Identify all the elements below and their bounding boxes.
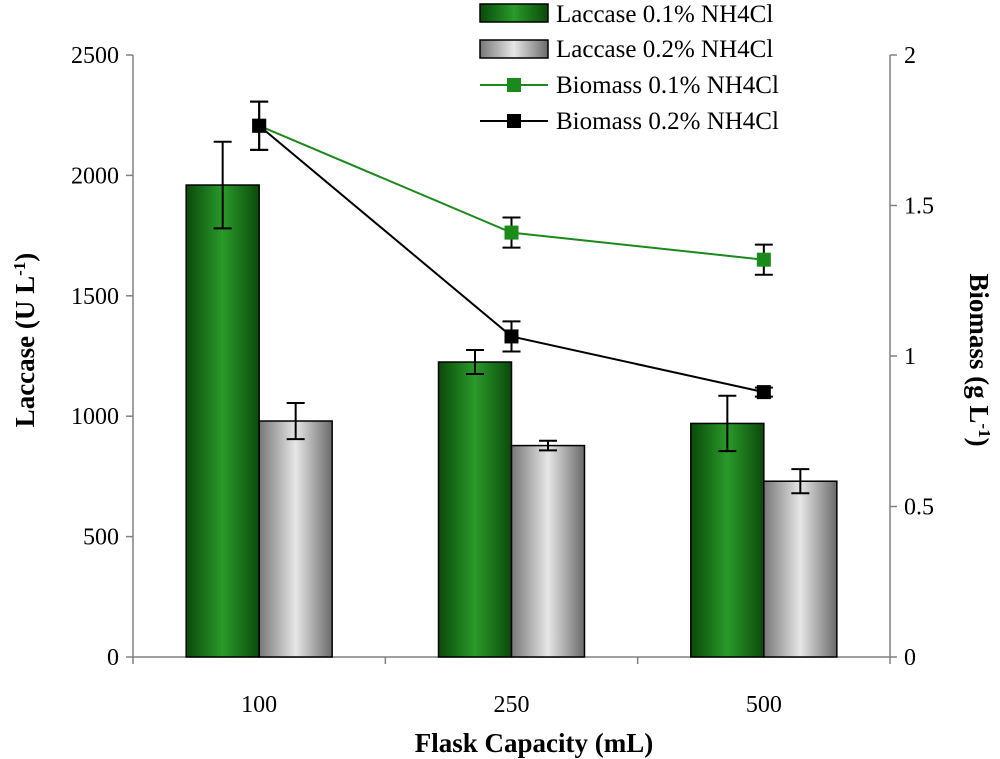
legend-item-biomass-01: Biomass 0.1% NH4Cl bbox=[480, 72, 779, 99]
y-left-title-close: ) bbox=[10, 253, 40, 262]
data-point bbox=[756, 385, 771, 400]
y-left-tick-label: 1000 bbox=[71, 404, 119, 430]
legend-item-biomass-02: Biomass 0.2% NH4Cl bbox=[480, 108, 779, 135]
legend: Laccase 0.1% NH4Cl Laccase 0.2% NH4Cl Bi… bbox=[479, 1, 779, 135]
bar bbox=[437, 361, 513, 658]
legend-label-laccase-01: Laccase 0.1% NH4Cl bbox=[556, 1, 773, 28]
data-point bbox=[504, 225, 519, 240]
y-right-tick-label: 0.5 bbox=[904, 495, 934, 521]
bar bbox=[763, 480, 838, 658]
y-left-title-main: Laccase (U L bbox=[10, 276, 40, 427]
y-left-title-sup: -1 bbox=[10, 262, 29, 276]
x-tick-label: 250 bbox=[494, 692, 530, 718]
data-point bbox=[252, 118, 267, 133]
y-left-tick-label: 2000 bbox=[71, 163, 119, 189]
y-left-tick-label: 500 bbox=[83, 525, 119, 551]
legend-swatch-laccase-02 bbox=[479, 39, 549, 59]
y-left-tick-label: 0 bbox=[107, 645, 119, 671]
legend-marker-biomass-02 bbox=[507, 114, 521, 128]
x-axis-title: Flask Capacity (mL) bbox=[415, 728, 654, 758]
legend-label-biomass-01: Biomass 0.1% NH4Cl bbox=[556, 72, 779, 99]
y-axis-right-title: Biomass (g L-1) bbox=[964, 273, 995, 446]
x-tick-label: 100 bbox=[241, 692, 277, 718]
y-right-title-close: ) bbox=[964, 438, 994, 447]
y-left-tick-label: 2500 bbox=[71, 43, 119, 69]
bar bbox=[510, 444, 586, 658]
legend-swatch-laccase-01 bbox=[479, 3, 549, 23]
y-right-tick-label: 2 bbox=[904, 43, 916, 69]
data-point bbox=[504, 329, 519, 344]
y-right-tick-label: 1.5 bbox=[904, 194, 934, 220]
data-point bbox=[756, 252, 771, 267]
y-right-tick-label: 1 bbox=[904, 344, 916, 370]
bar bbox=[185, 184, 260, 658]
bar bbox=[690, 422, 765, 658]
legend-marker-biomass-01 bbox=[507, 78, 521, 92]
y-axis-left-title: Laccase (U L-1) bbox=[10, 253, 41, 428]
legend-label-biomass-02: Biomass 0.2% NH4Cl bbox=[556, 108, 779, 135]
bar bbox=[258, 420, 333, 658]
y-right-title-sup: -1 bbox=[976, 423, 995, 437]
y-left-tick-label: 1500 bbox=[71, 284, 119, 310]
y-right-tick-label: 0 bbox=[904, 645, 916, 671]
y-right-title-main: Biomass (g L bbox=[964, 273, 994, 423]
legend-item-laccase-02: Laccase 0.2% NH4Cl bbox=[479, 36, 773, 63]
legend-label-laccase-02: Laccase 0.2% NH4Cl bbox=[556, 36, 773, 63]
legend-item-laccase-01: Laccase 0.1% NH4Cl bbox=[479, 1, 773, 28]
x-tick-label: 500 bbox=[746, 692, 782, 718]
